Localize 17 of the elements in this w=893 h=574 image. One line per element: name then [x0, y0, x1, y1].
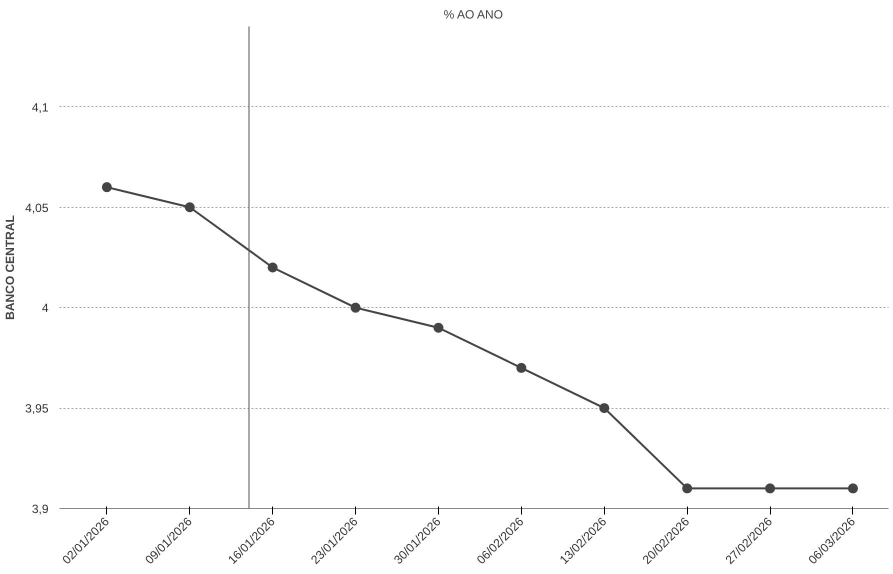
point — [184, 202, 195, 212]
y-tick-label: 3,9 — [32, 502, 49, 516]
point — [433, 322, 444, 333]
chart-title: % AO ANO — [444, 8, 504, 22]
y-tick-label: 3,95 — [25, 402, 49, 416]
y-tick-label: 4 — [42, 301, 49, 316]
point — [516, 362, 526, 373]
point — [765, 483, 776, 494]
point — [682, 483, 692, 494]
point — [848, 483, 858, 494]
y-axis-title: BANCO CENTRAL — [3, 215, 18, 320]
y-tick-label: 4,1 — [32, 100, 49, 114]
y-tick-label: 4,05 — [25, 200, 49, 215]
point — [350, 302, 361, 313]
point — [599, 403, 610, 414]
point — [268, 262, 278, 272]
point — [102, 182, 112, 192]
